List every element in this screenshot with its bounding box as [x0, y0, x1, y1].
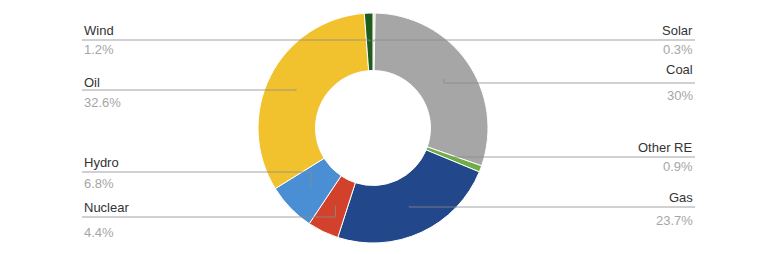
svg-text:30%: 30%: [667, 88, 693, 103]
svg-text:32.6%: 32.6%: [84, 95, 121, 110]
svg-text:0.3%: 0.3%: [663, 42, 693, 57]
svg-text:Nuclear: Nuclear: [84, 200, 129, 215]
svg-text:6.8%: 6.8%: [84, 176, 114, 191]
svg-text:Wind: Wind: [84, 23, 114, 38]
svg-text:Solar: Solar: [662, 23, 693, 38]
svg-text:4.4%: 4.4%: [84, 225, 114, 240]
svg-text:Oil: Oil: [84, 75, 100, 90]
svg-text:1.2%: 1.2%: [84, 42, 114, 57]
svg-text:23.7%: 23.7%: [656, 213, 693, 228]
svg-text:Coal: Coal: [666, 62, 693, 77]
svg-text:Gas: Gas: [669, 190, 693, 205]
svg-text:Other RE: Other RE: [638, 140, 693, 155]
svg-text:0.9%: 0.9%: [663, 159, 693, 174]
svg-text:Hydro: Hydro: [84, 155, 119, 170]
